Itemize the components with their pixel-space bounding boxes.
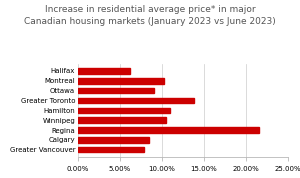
Bar	[78, 137, 149, 143]
Text: Increase in residential average price* in major
Canadian housing markets (Januar: Increase in residential average price* i…	[24, 5, 276, 26]
Bar	[78, 98, 194, 103]
Bar	[78, 147, 143, 152]
Bar	[78, 68, 130, 74]
Bar	[78, 88, 154, 93]
Bar	[78, 127, 259, 133]
Bar	[78, 108, 170, 113]
Bar	[78, 78, 164, 83]
Bar	[78, 117, 166, 123]
